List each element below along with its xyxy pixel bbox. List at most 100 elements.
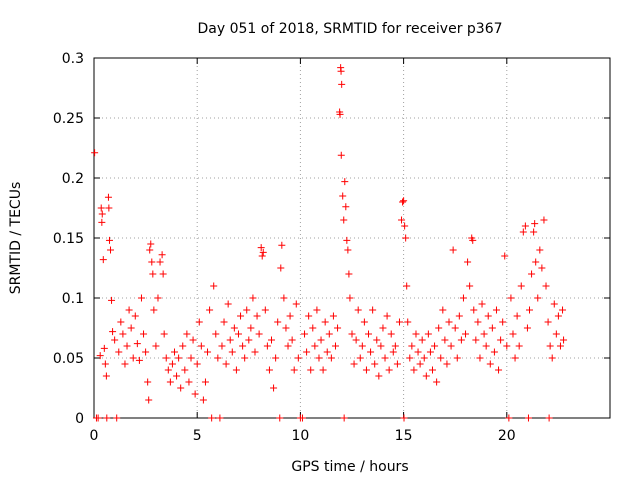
data-point [173, 372, 181, 380]
data-point [258, 252, 266, 260]
data-point [152, 342, 160, 350]
data-point [503, 342, 511, 350]
data-point [391, 342, 399, 350]
data-point [336, 110, 344, 118]
data-point [239, 342, 247, 350]
data-point [282, 324, 290, 332]
data-point [447, 342, 455, 350]
data-point [345, 270, 353, 278]
data-point [341, 178, 349, 186]
data-point [159, 270, 167, 278]
data-point [426, 348, 434, 356]
data-point [265, 366, 273, 374]
data-point [100, 344, 108, 352]
data-point [98, 218, 106, 226]
data-point [193, 360, 201, 368]
data-point [536, 246, 544, 254]
data-point [389, 348, 397, 356]
data-point [346, 294, 354, 302]
data-point [356, 354, 364, 362]
data-point [149, 270, 157, 278]
data-point [402, 234, 410, 242]
data-point [109, 328, 117, 336]
data-point [464, 258, 472, 266]
data-point [137, 294, 145, 302]
x-axis-label: GPS time / hours [291, 459, 408, 475]
data-point [395, 318, 403, 326]
data-point [420, 354, 428, 362]
data-point [166, 378, 174, 386]
data-point [401, 222, 409, 230]
data-point [546, 342, 554, 350]
data-point [251, 348, 259, 356]
y-axis-label: SRMTID / TECUs [8, 182, 24, 295]
data-point [540, 216, 548, 224]
data-point [379, 324, 387, 332]
data-point [470, 306, 478, 314]
data-point [424, 330, 432, 338]
x-tick-label: 15 [395, 428, 413, 444]
data-point [542, 282, 550, 290]
data-point [462, 330, 470, 338]
data-point [276, 414, 284, 422]
y-tick-label: 0.3 [62, 51, 84, 67]
data-point [162, 354, 170, 362]
data-point [309, 324, 317, 332]
data-point [98, 210, 106, 218]
y-tick-label: 0.25 [53, 111, 84, 127]
y-tick-label: 0 [75, 411, 84, 427]
data-point [154, 294, 162, 302]
data-point [117, 318, 125, 326]
data-point [261, 306, 269, 314]
data-point [517, 282, 525, 290]
data-point [144, 378, 152, 386]
data-point [104, 193, 112, 201]
data-point [170, 348, 178, 356]
data-point [548, 354, 556, 362]
data-point [501, 252, 509, 260]
data-point [201, 378, 209, 386]
data-point [189, 336, 197, 344]
data-point [255, 330, 263, 338]
data-point [168, 360, 176, 368]
data-point [404, 318, 412, 326]
data-point [488, 324, 496, 332]
data-point [245, 336, 253, 344]
data-point [367, 348, 375, 356]
data-point [298, 414, 306, 422]
data-point [183, 330, 191, 338]
data-point [158, 251, 166, 259]
data-point [214, 354, 222, 362]
data-point [307, 366, 315, 374]
data-point [331, 342, 339, 350]
data-point [199, 396, 207, 404]
data-point [274, 318, 282, 326]
data-point [435, 324, 443, 332]
data-point [107, 246, 115, 254]
data-point [337, 67, 345, 75]
x-tick-label: 0 [90, 428, 99, 444]
data-point [133, 340, 141, 348]
data-point [480, 330, 488, 338]
data-point [179, 342, 187, 350]
data-point [360, 318, 368, 326]
data-point [156, 258, 164, 266]
data-point [455, 312, 463, 320]
data-point [125, 306, 133, 314]
x-tick-label: 5 [193, 428, 202, 444]
data-point [278, 241, 286, 249]
data-point [103, 414, 111, 422]
data-point [526, 306, 534, 314]
data-point [490, 348, 498, 356]
data-point [96, 352, 104, 360]
y-tick-label: 0.05 [53, 351, 84, 367]
data-point [342, 203, 350, 211]
data-point [530, 228, 538, 236]
data-point [259, 248, 267, 256]
data-point [286, 312, 294, 320]
data-point [123, 342, 131, 350]
chart-title: Day 051 of 2018, SRMTID for receiver p36… [197, 21, 502, 37]
data-point [177, 384, 185, 392]
data-point [439, 306, 447, 314]
data-point [145, 396, 153, 404]
